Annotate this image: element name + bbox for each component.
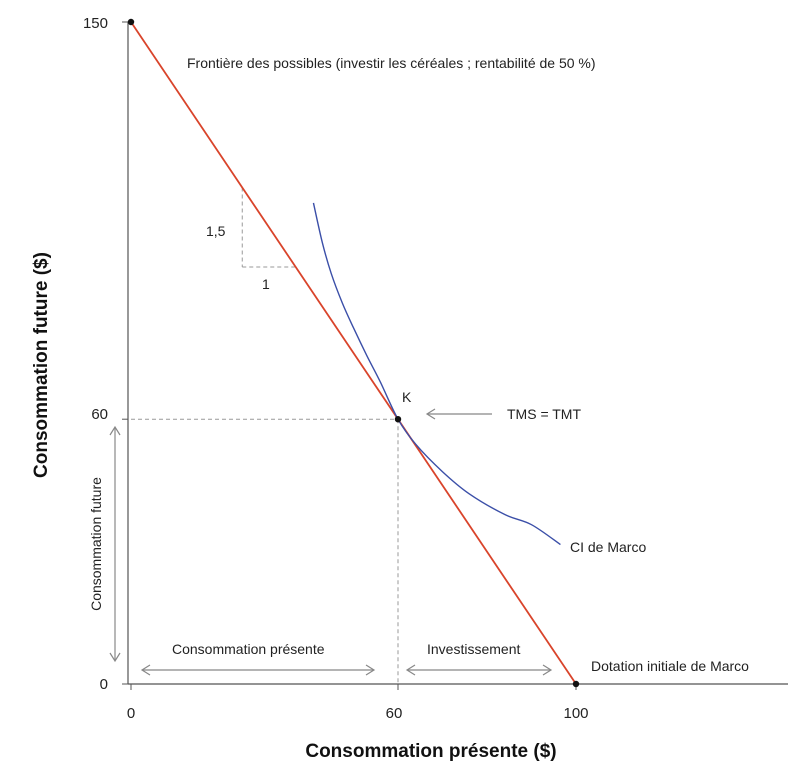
point-frontier-top — [127, 18, 135, 26]
future-arrow-bottom-head — [109, 652, 121, 663]
investment-arrow-left-head — [405, 664, 416, 676]
endowment-label: Dotation initiale de Marco — [591, 658, 749, 674]
y-tick-label-0: 0 — [100, 676, 108, 693]
x-tick-label-100: 100 — [563, 705, 588, 722]
x-tick-label-0: 0 — [127, 705, 135, 722]
point-endowment — [572, 680, 580, 688]
present-arrow-right-head — [365, 664, 376, 676]
indifference-label: CI de Marco — [570, 539, 646, 555]
future-arrow-top-head — [109, 425, 121, 436]
investment-label: Investissement — [427, 641, 520, 657]
y-tick-label-150: 150 — [83, 15, 108, 32]
x-tick-marks — [130, 684, 577, 690]
indifference-curve — [312, 202, 561, 546]
point-k — [394, 416, 402, 423]
future-consumption-label: Consommation future — [88, 477, 104, 611]
slope-run-label: 1 — [262, 276, 270, 292]
tangency-label: TMS = TMT — [507, 406, 581, 422]
frontier-label: Frontière des possibles (investir les cé… — [187, 55, 596, 71]
slope-rise-label: 1,5 — [206, 223, 226, 239]
x-tick-label-60: 60 — [386, 705, 403, 722]
present-arrow-left-head — [140, 664, 151, 676]
investment-arrow-right-head — [542, 664, 553, 676]
x-axis-title: Consommation présente ($) — [305, 741, 556, 762]
y-tick-label-60: 60 — [91, 406, 108, 423]
frontier-line — [130, 21, 577, 685]
tangency-arrow-head — [425, 408, 436, 420]
y-axis-title: Consommation future ($) — [31, 252, 52, 478]
present-consumption-label: Consommation présente — [172, 641, 325, 657]
y-tick-marks — [122, 21, 128, 685]
point-k-label: K — [402, 389, 412, 405]
